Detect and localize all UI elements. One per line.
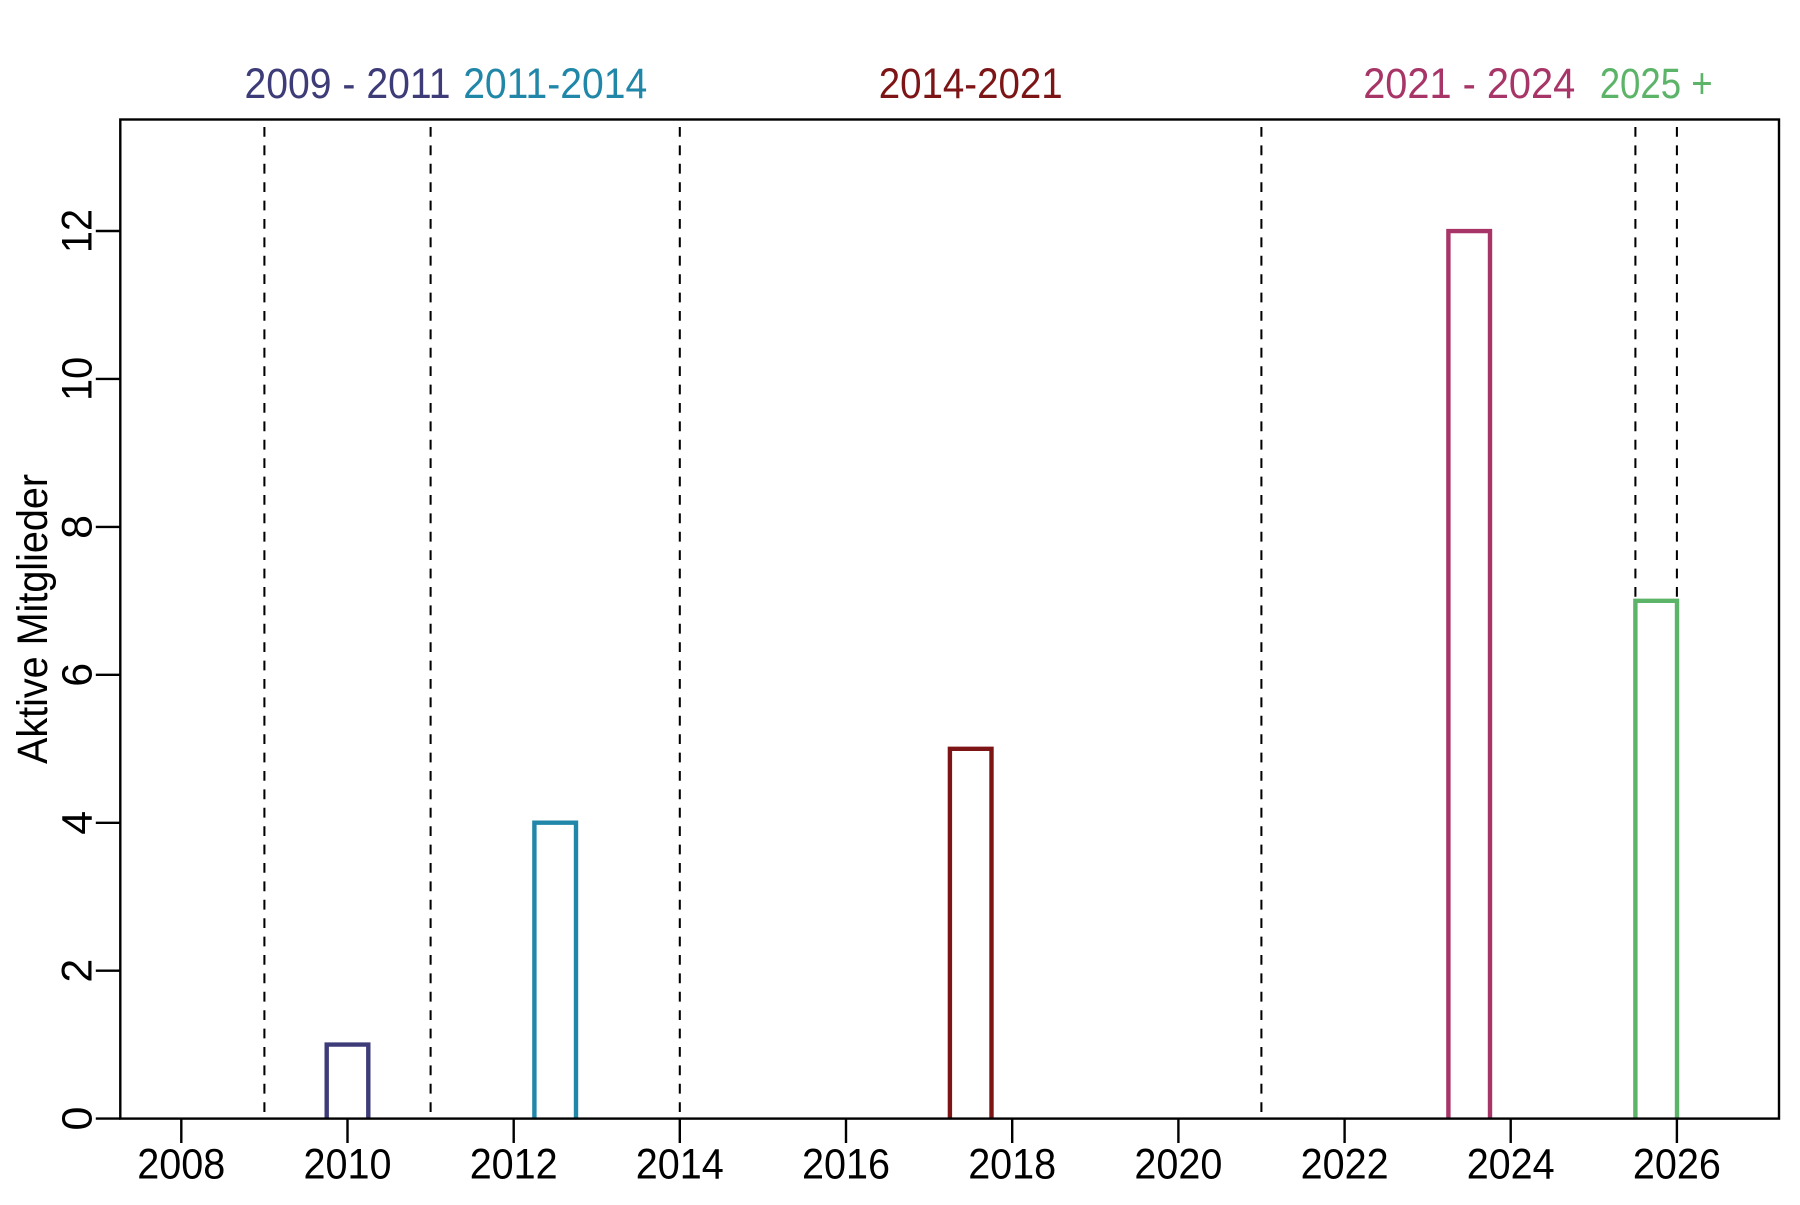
svg-text:2014: 2014 [636,1141,724,1189]
svg-text:2020: 2020 [1134,1141,1222,1189]
svg-text:10: 10 [53,357,101,401]
svg-text:2008: 2008 [137,1141,225,1189]
svg-text:2012: 2012 [470,1141,558,1189]
svg-text:2011-2014: 2011-2014 [463,60,647,108]
svg-text:2: 2 [53,959,101,983]
svg-text:2022: 2022 [1301,1141,1389,1189]
svg-text:2025 +: 2025 + [1600,60,1713,108]
svg-text:0: 0 [53,1107,101,1131]
svg-text:2024: 2024 [1467,1141,1555,1189]
svg-text:12: 12 [53,209,101,253]
svg-text:2016: 2016 [802,1141,890,1189]
svg-text:2026: 2026 [1633,1141,1721,1189]
svg-text:4: 4 [53,811,101,835]
svg-text:2010: 2010 [304,1141,392,1189]
svg-text:Aktive Mitglieder: Aktive Mitglieder [9,474,57,764]
svg-text:6: 6 [53,663,101,687]
svg-text:8: 8 [53,515,101,539]
svg-text:2014-2021: 2014-2021 [879,60,1063,108]
svg-text:2018: 2018 [968,1141,1056,1189]
svg-text:2009 - 2011: 2009 - 2011 [245,60,451,108]
svg-text:2021 - 2024: 2021 - 2024 [1363,60,1575,108]
